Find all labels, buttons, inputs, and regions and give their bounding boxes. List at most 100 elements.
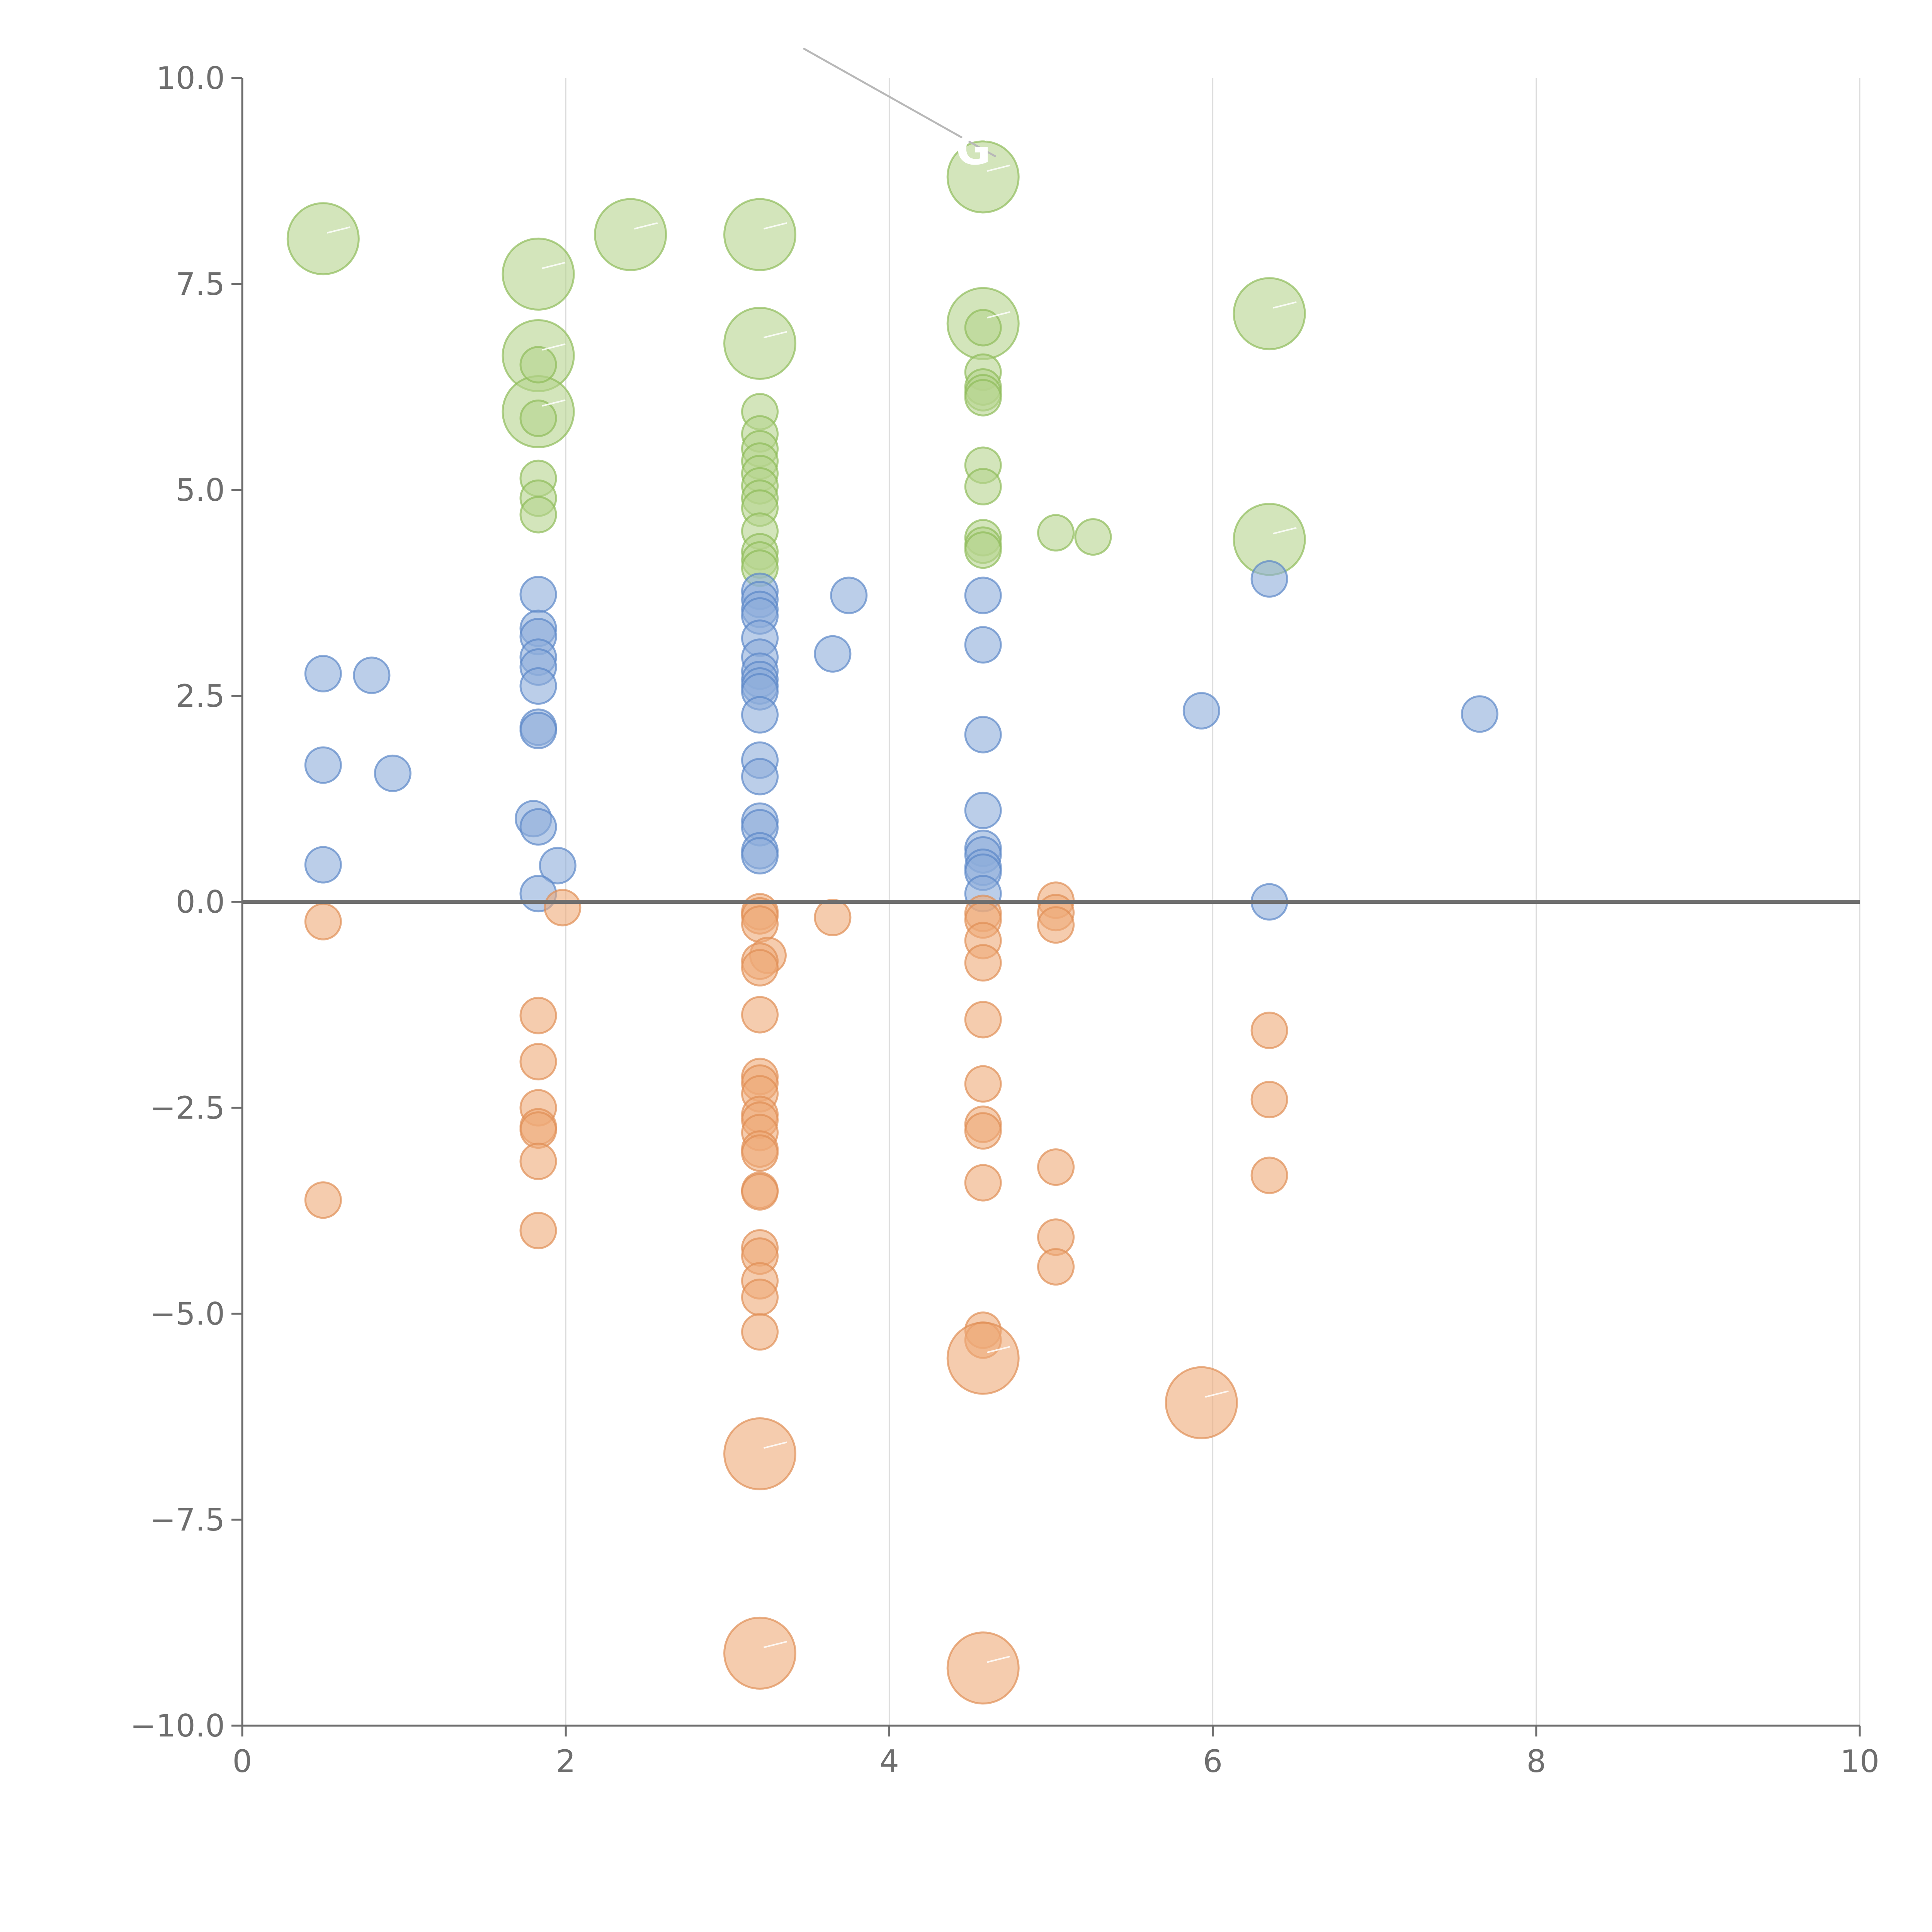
y-tick-label-6: −5.0 (150, 1296, 225, 1332)
bubble-orange-38 (964, 1065, 1002, 1103)
bubble-orange-56 (723, 1616, 797, 1690)
bubble-green-0 (286, 202, 360, 276)
bubble-blue-29 (741, 758, 779, 796)
bubble-layer (286, 140, 1498, 1705)
bubble-orange-50 (1250, 1012, 1288, 1049)
bubble-orange-0 (304, 903, 342, 940)
bubble-blue-46 (1250, 560, 1288, 598)
bubble-orange-7 (519, 1143, 557, 1180)
bubble-blue-39 (964, 791, 1002, 829)
x-tick-label-3: 6 (1203, 1743, 1223, 1779)
bubble-green-12 (519, 400, 557, 437)
bubble-orange-24 (741, 1134, 779, 1172)
bubble-blue-36 (964, 577, 1002, 614)
bubble-orange-8 (519, 1212, 557, 1250)
bubble-blue-35 (814, 635, 852, 673)
bubble-orange-9 (544, 889, 582, 927)
bubble-orange-32 (814, 899, 852, 937)
y-tick-label-3: 2.5 (176, 678, 225, 714)
bubble-green-4 (946, 140, 1020, 214)
leader-stub-orange-55 (764, 1441, 787, 1449)
bubble-orange-49 (1037, 1248, 1075, 1286)
y-tick-label-2: 5.0 (176, 472, 225, 508)
leader-stub-orange-57 (986, 1655, 1010, 1663)
leader-stub-green-0 (327, 226, 350, 234)
bubble-orange-53 (946, 1321, 1020, 1395)
bubble-orange-51 (1250, 1081, 1288, 1119)
leader-stub-green-8 (1273, 301, 1297, 309)
bubble-green-8 (1233, 277, 1306, 350)
x-tick-label-5: 10 (1840, 1743, 1879, 1779)
bubble-green-1 (502, 237, 575, 311)
bubble-blue-5 (519, 576, 557, 614)
bubble-orange-46 (1037, 906, 1075, 944)
bubble-blue-15 (539, 847, 577, 884)
bubble-orange-54 (1165, 1366, 1238, 1439)
annotation-leader-0 (803, 48, 997, 158)
bubble-green-38 (1037, 514, 1075, 552)
bubble-blue-45 (1182, 692, 1220, 730)
bubble-orange-31 (741, 1313, 779, 1351)
bubble-blue-37 (964, 626, 1002, 664)
leader-stub-orange-56 (764, 1641, 787, 1648)
label-leader-lines (327, 164, 1297, 1663)
bubble-orange-52 (1250, 1156, 1288, 1194)
bubble-orange-36 (964, 944, 1002, 982)
bubble-blue-12 (519, 712, 557, 750)
y-tick-label-1: 7.5 (176, 266, 225, 302)
bubble-green-34 (964, 468, 1002, 505)
y-tick-label-7: −7.5 (150, 1502, 225, 1538)
bubble-orange-30 (741, 1278, 779, 1316)
bubble-orange-3 (519, 1043, 557, 1081)
leader-stub-green-3 (764, 222, 787, 230)
x-tick-label-1: 2 (556, 1743, 576, 1779)
leader-stub-green-1 (542, 262, 566, 269)
bubble-orange-2 (519, 997, 557, 1034)
bubble-green-6 (723, 307, 797, 380)
bubble-orange-47 (1037, 1148, 1075, 1186)
bubble-blue-1 (353, 656, 391, 694)
bubble-orange-55 (723, 1417, 797, 1490)
y-tick-label-5: −2.5 (150, 1090, 225, 1126)
bubble-orange-6 (519, 1111, 557, 1149)
bubble-orange-26 (741, 1173, 779, 1211)
bubble-orange-41 (964, 1164, 1002, 1202)
axes: 10.0 7.5 5.0 2.5 0.0 −2.5 −5.0 −7.5 −10.00 2 4 6 8 10 (130, 60, 1879, 1779)
bubble-blue-48 (1461, 695, 1498, 733)
bubble-green-2 (594, 198, 667, 271)
bubble-blue-33 (741, 837, 779, 875)
bubble-green-39 (1074, 518, 1112, 556)
y-tick-label-4: 0.0 (176, 884, 225, 920)
x-tick-label-2: 4 (879, 1743, 899, 1779)
leader-stub-orange-54 (1205, 1390, 1229, 1398)
bubble-blue-3 (374, 754, 412, 792)
annotation-label-0: G (956, 125, 991, 174)
leader-stub-orange-53 (986, 1346, 1010, 1354)
bubble-blue-2 (304, 746, 342, 784)
leader-stub-green-2 (634, 222, 658, 230)
x-tick-label-4: 8 (1526, 1743, 1546, 1779)
bubble-blue-27 (741, 696, 779, 734)
bubble-orange-57 (946, 1631, 1020, 1705)
leader-stub-green-10 (1273, 527, 1297, 534)
x-tick-label-0: 0 (233, 1743, 252, 1779)
bubble-orange-40 (964, 1112, 1002, 1150)
bubble-blue-38 (964, 716, 1002, 753)
bubble-green-15 (519, 496, 557, 534)
y-tick-label-0: 10.0 (156, 60, 225, 96)
leader-stub-green-5 (542, 343, 566, 351)
bubble-blue-0 (304, 655, 342, 692)
bubble-green-28 (964, 309, 1002, 347)
bubble-blue-4 (304, 846, 342, 884)
bubble-orange-12 (741, 905, 779, 943)
bubble-green-32 (964, 379, 1002, 417)
annotation-layer: G (803, 48, 997, 174)
bubble-orange-15 (741, 949, 779, 987)
bubble-blue-34 (830, 577, 868, 614)
bubble-orange-37 (964, 1001, 1002, 1039)
leader-stub-green-7 (986, 311, 1010, 319)
bubble-blue-14 (519, 808, 557, 846)
bubble-orange-16 (741, 996, 779, 1034)
leader-stub-green-4 (986, 164, 1010, 172)
